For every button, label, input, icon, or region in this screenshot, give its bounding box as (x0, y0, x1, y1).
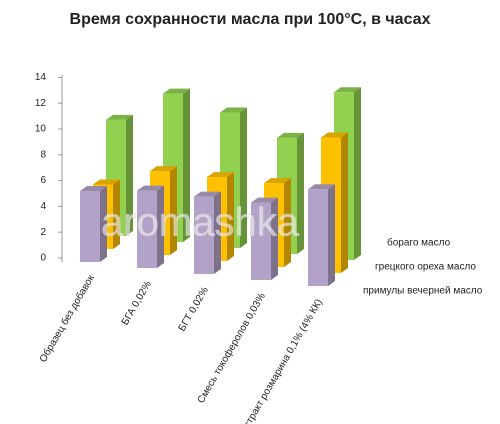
bar-side (183, 88, 190, 243)
bar-side (240, 107, 247, 248)
bar-front (80, 191, 100, 262)
legend-label: примулы вечерней масло (363, 286, 483, 297)
bar-side (113, 179, 120, 249)
bar-side (170, 166, 177, 255)
y-tick-label: 6 (40, 175, 46, 186)
y-tick-label: 0 (40, 253, 46, 264)
x-tick-label: Образец без добавок (37, 272, 97, 364)
bar-side (100, 186, 107, 262)
bar-side (214, 191, 221, 274)
bar-top (321, 132, 348, 138)
y-tick-label: 4 (40, 201, 46, 212)
bar-side (227, 172, 234, 261)
y-tick-label: 12 (35, 98, 47, 109)
y-tick-label: 10 (35, 124, 47, 135)
bar-top (277, 132, 304, 138)
bar (80, 186, 107, 262)
legend-label: грецкого ореха масло (375, 262, 476, 273)
y-tick-label: 14 (35, 72, 47, 83)
bar (251, 197, 278, 280)
bar (194, 191, 221, 274)
bar-top (308, 184, 335, 190)
y-tick-label: 2 (40, 227, 46, 238)
bar-side (271, 197, 278, 280)
bar-top (251, 197, 278, 203)
bar-side (284, 178, 291, 267)
bar-front (137, 190, 157, 268)
bar-side (354, 87, 361, 260)
bar (308, 184, 335, 286)
bar-top (106, 114, 133, 120)
bar-top (194, 191, 221, 197)
bar-top (137, 185, 164, 191)
bar-front (251, 202, 271, 280)
bar-side (328, 184, 335, 286)
watermark: aromashka (101, 201, 300, 245)
y-tick-label: 8 (40, 149, 46, 160)
bar-top (220, 107, 247, 113)
x-tick-label: Смесь токоферолов 0,03% (195, 291, 268, 406)
bar-top (80, 186, 107, 192)
x-tick-label: БГТ 0,02% (177, 285, 211, 333)
bar-top (163, 88, 190, 94)
bar-side (297, 132, 304, 254)
bar-top (207, 172, 234, 178)
bar-top (150, 166, 177, 172)
bar-side (157, 185, 164, 268)
bar-front (194, 196, 214, 274)
x-tick-label: БГА 0,02% (120, 279, 154, 327)
bar-side (341, 132, 348, 273)
chart-title: Время сохранности масла при 100°С, в час… (70, 11, 431, 28)
bar-top (334, 87, 361, 93)
legend-label: бораго масло (387, 237, 451, 249)
bar-side (126, 114, 133, 236)
bar (137, 185, 164, 268)
bar-top (264, 178, 291, 184)
bar-front (308, 189, 328, 286)
bar-top (93, 179, 120, 185)
